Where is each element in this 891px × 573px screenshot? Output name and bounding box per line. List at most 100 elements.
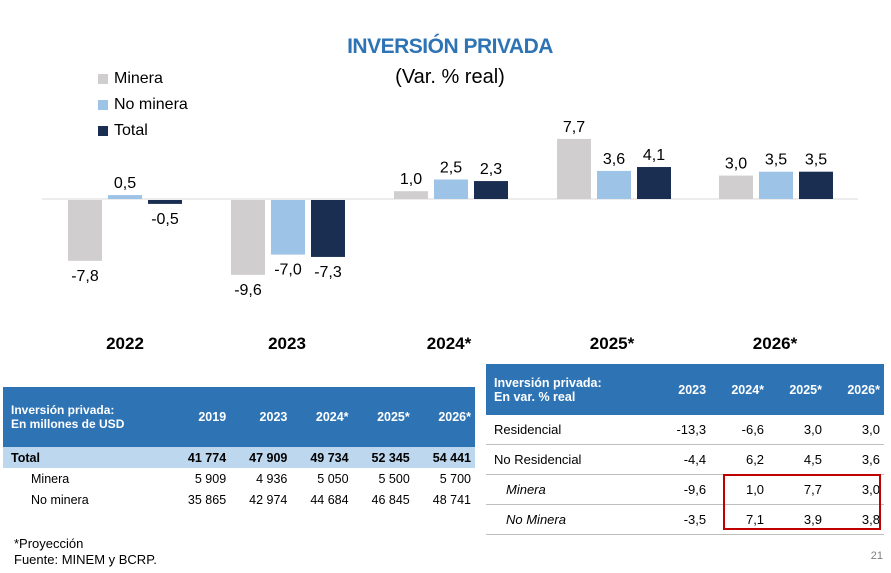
table-usd-header-line1: Inversión privada:: [11, 403, 115, 417]
table-cell: 46 845: [371, 492, 410, 507]
data-label: -7,3: [314, 264, 342, 281]
footnote-projection: *Proyección: [14, 536, 84, 551]
table-cell: -13,3: [656, 415, 711, 445]
table-var-header-line1: Inversión privada:: [494, 375, 602, 390]
table-row: No Minera -3,5 7,1 3,9 3,8: [486, 504, 884, 535]
table-row: Residencial -13,3 -6,6 3,0 3,0: [486, 415, 884, 445]
legend-item-total: Total: [98, 118, 188, 144]
bar-no-minera-2023: [271, 200, 305, 255]
table-usd-col: 2024*: [291, 387, 353, 447]
legend-label-no-minera: No minera: [114, 96, 188, 113]
table-cell: 44 684: [310, 492, 349, 507]
table-cell: 52 345: [352, 447, 414, 468]
table-usd-col: 2019: [168, 387, 231, 447]
legend-swatch-total: [98, 126, 108, 136]
bar-minera-2026: [719, 175, 753, 199]
bar-total-2023: [311, 200, 345, 257]
bar-no-minera-2026: [759, 171, 793, 199]
table-var-col: 2024*: [710, 364, 769, 415]
legend-item-minera: Minera: [98, 66, 188, 92]
table-cell: -4,4: [656, 444, 711, 475]
bar-minera-2024: [394, 191, 428, 199]
table-var-header: Inversión privada: En var. % real 2023 2…: [486, 364, 884, 415]
data-label: 3,6: [603, 151, 625, 168]
table-cell: 48 741: [432, 492, 471, 507]
table-cell: -9,6: [656, 474, 711, 505]
table-investment-var: Inversión privada: En var. % real 2023 2…: [486, 364, 884, 535]
data-label: 0,5: [114, 175, 136, 192]
table-cell-label: Residencial: [486, 415, 657, 445]
table-cell: 49 734: [291, 447, 353, 468]
data-label: 1,0: [400, 171, 422, 188]
bar-minera-2023: [231, 200, 265, 275]
bar-no-minera-2025: [597, 170, 631, 199]
table-cell-label: No minera: [31, 492, 89, 507]
chart-subtitle: (Var. % real): [395, 66, 505, 88]
table-cell: 4,5: [768, 444, 826, 475]
table-cell: 3,0: [768, 415, 826, 445]
bar-no-minera-2024: [434, 179, 468, 199]
category-label: 2022: [106, 334, 144, 353]
table-cell: 47 909: [230, 447, 292, 468]
table-cell-label: Minera: [31, 471, 70, 486]
table-cell-label: No Minera: [486, 504, 657, 535]
table-row: Total 41 774 47 909 49 734 52 345 54 441: [3, 447, 475, 468]
bar-minera-2022: [68, 200, 102, 261]
data-label: -7,0: [274, 262, 302, 279]
data-label: 3,5: [765, 152, 787, 169]
table-cell: 5 909: [194, 471, 227, 486]
bar-total-2022: [148, 200, 182, 204]
category-label: 2023: [268, 334, 306, 353]
footnote-source: Fuente: MINEM y BCRP.: [14, 552, 157, 567]
bar-total-2024: [474, 181, 508, 199]
data-label: 3,5: [805, 152, 827, 169]
legend-swatch-no-minera: [98, 100, 108, 110]
data-label: 3,0: [725, 156, 747, 173]
data-label: 2,5: [440, 160, 462, 177]
table-usd-col: 2026*: [413, 387, 475, 447]
bar-total-2025: [637, 167, 671, 199]
table-cell: 54 441: [413, 447, 475, 468]
table-cell: 5 050: [317, 471, 349, 486]
table-cell: 42 974: [249, 492, 288, 507]
bar-chart: -7,8 -9,6 1,0 7,7 3,0 0,5 -7,0 2,5 3,6 3,5 -0,5 -7,…: [42, 119, 858, 353]
table-investment-usd: Inversión privada: En millones de USD 20…: [3, 387, 475, 510]
table-cell: 41 774: [168, 447, 231, 468]
bar-total-2026: [799, 171, 833, 199]
table-cell: 4 936: [256, 471, 288, 486]
table-var-col: 2023: [656, 364, 711, 415]
data-label: -0,5: [151, 211, 179, 228]
table-cell: -6,6: [710, 415, 769, 445]
data-label: -7,8: [71, 268, 99, 285]
table-cell: -3,5: [656, 504, 711, 535]
chart-legend: Minera No minera Total: [98, 66, 188, 144]
data-label: -9,6: [234, 282, 262, 299]
table-usd-header-line2: En millones de USD: [11, 417, 125, 431]
table-cell-label: Total: [3, 447, 169, 468]
data-label: 2,3: [480, 161, 502, 178]
table-usd-col: 2025*: [352, 387, 414, 447]
bar-no-minera-2022: [108, 195, 142, 199]
highlight-box: [723, 474, 881, 530]
table-row: No Residencial -4,4 6,2 4,5 3,6: [486, 444, 884, 475]
table-usd-col: 2023: [230, 387, 292, 447]
table-usd-header: Inversión privada: En millones de USD 20…: [3, 387, 475, 447]
table-cell: 3,0: [826, 474, 884, 505]
table-cell: 6,2: [710, 444, 769, 475]
table-cell: 5 700: [439, 471, 471, 486]
table-cell-label: Minera: [486, 474, 657, 505]
table-var-col: 2025*: [768, 364, 826, 415]
table-cell: 3,6: [826, 444, 884, 475]
page-number: 21: [870, 550, 883, 562]
legend-label-total: Total: [114, 122, 148, 139]
category-label: 2026*: [753, 334, 798, 353]
legend-label-minera: Minera: [114, 70, 163, 87]
category-label: 2025*: [590, 334, 635, 353]
footnote: *Proyección Fuente: MINEM y BCRP.: [14, 536, 157, 568]
bar-minera-2025: [557, 138, 591, 199]
data-label: 7,7: [563, 119, 585, 136]
chart-title: INVERSIÓN PRIVADA: [347, 35, 553, 58]
table-cell: 5 500: [378, 471, 410, 486]
table-cell: 3,0: [826, 415, 884, 445]
legend-item-no-minera: No minera: [98, 92, 188, 118]
